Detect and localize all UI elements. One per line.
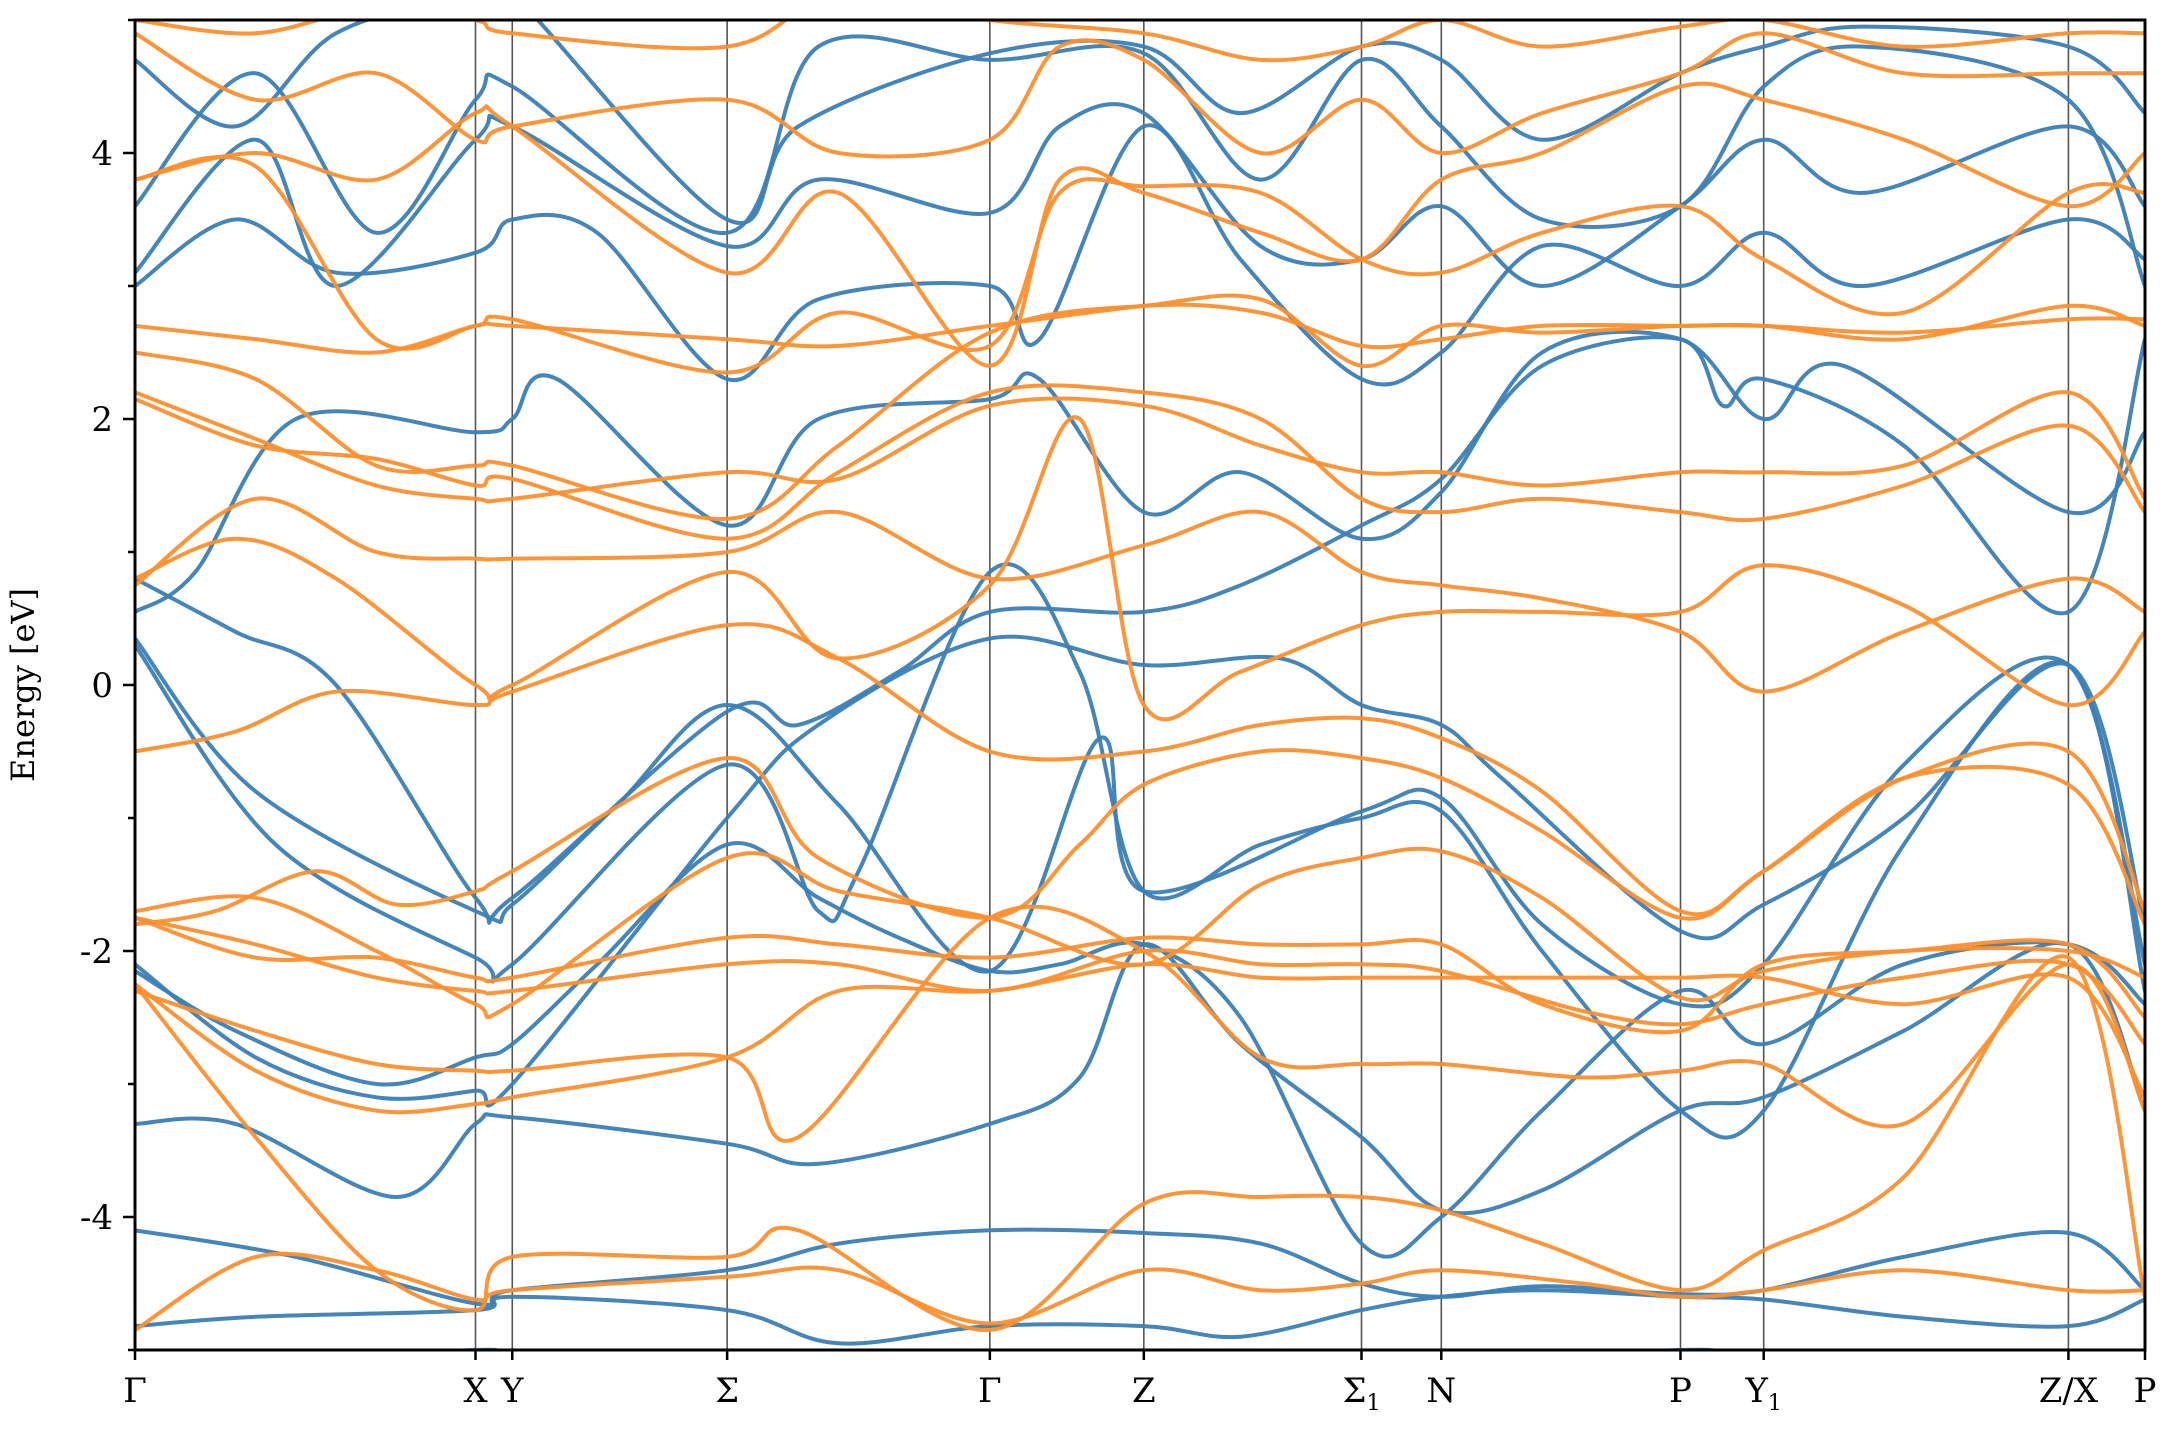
band-line <box>135 390 2145 504</box>
band-series-2 <box>135 20 2145 1333</box>
y-tick-label: 0 <box>91 666 113 706</box>
band-line <box>135 954 2145 1333</box>
x-tick-label: N <box>1426 1371 1456 1411</box>
band-line <box>135 1251 2145 1332</box>
band-series-1 <box>135 20 2145 1350</box>
band-line <box>135 841 2145 1259</box>
x-axis: Γ X Y Σ Γ Z Σ1 N P Y1 Z/X P <box>123 1350 2156 1416</box>
x-tick-label: X <box>463 1371 488 1411</box>
band-line <box>135 622 2145 917</box>
band-line <box>135 915 2145 1035</box>
band-line <box>135 1227 2145 1307</box>
band-line <box>135 34 2145 288</box>
y-tick-label: 4 <box>91 134 113 174</box>
band-line <box>135 335 2145 925</box>
x-tick-label: P <box>1669 1371 1692 1411</box>
band-line <box>135 20 2145 225</box>
y-axis: 4 2 0 -2 -4 <box>80 18 135 1352</box>
band-line <box>135 415 2145 722</box>
band-line <box>135 962 2145 1115</box>
band-line <box>135 31 2145 159</box>
y-tick-label: 2 <box>91 400 113 440</box>
band-line <box>135 634 2145 1108</box>
high-symmetry-lines <box>474 20 2070 1350</box>
band-line <box>135 846 2145 1020</box>
band-lines <box>135 20 2145 1350</box>
x-tick-label: Σ1 <box>1342 1371 1380 1416</box>
band-line <box>135 293 2145 368</box>
x-tick-label: Γ <box>123 1371 147 1411</box>
x-tick-label: Z/X <box>2039 1371 2099 1411</box>
x-tick-label: Γ <box>978 1371 1002 1411</box>
band-line <box>135 915 2145 1047</box>
y-tick-label: -4 <box>80 1198 113 1238</box>
band-line <box>135 562 2145 1140</box>
band-line <box>135 123 2145 387</box>
x-tick-label: Y1 <box>1744 1371 1781 1416</box>
band-line <box>135 154 2145 375</box>
plot-frame <box>133 18 2147 1352</box>
y-tick-label: -2 <box>80 932 113 972</box>
band-line <box>135 496 2145 694</box>
x-tick-label: Z <box>1132 1371 1156 1411</box>
band-line <box>135 102 2145 288</box>
y-axis-label: Energy [eV] <box>4 588 42 782</box>
band-line <box>135 81 2145 368</box>
x-tick-label: Σ <box>715 1371 739 1411</box>
band-line <box>135 383 2145 541</box>
band-line <box>135 1288 2145 1346</box>
band-line <box>135 329 2145 614</box>
x-tick-label: P <box>2134 1371 2157 1411</box>
x-tick-label: Y <box>500 1371 524 1411</box>
